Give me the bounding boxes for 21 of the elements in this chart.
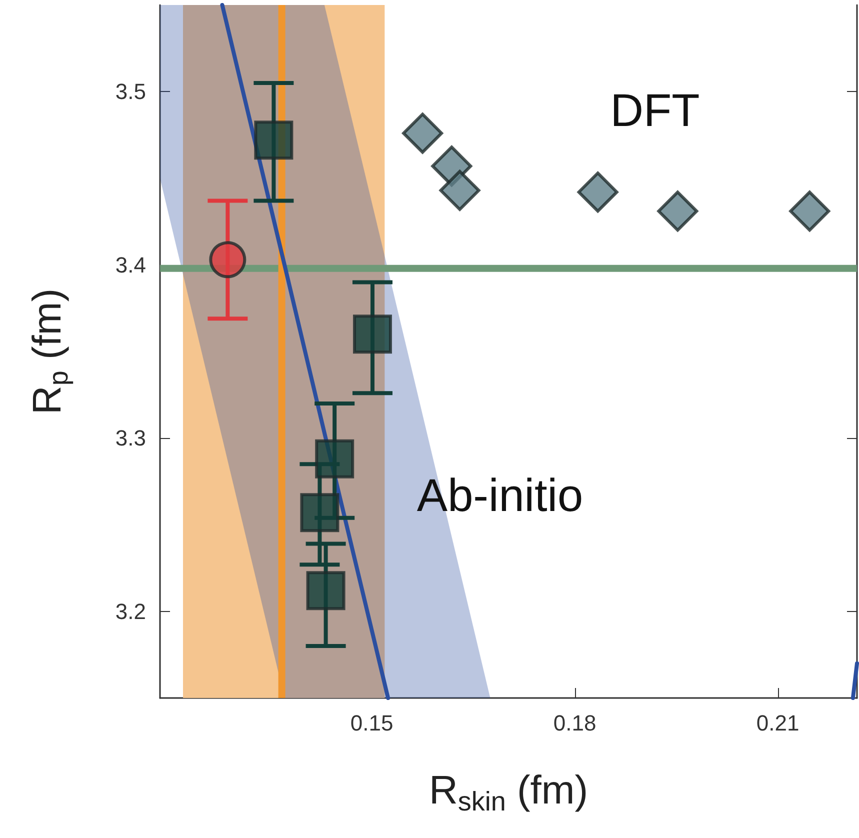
point [352,314,392,354]
y-tick-label: 3.2 [115,598,146,624]
annotation: DFT [610,84,700,136]
point [657,190,698,232]
x-tick-label: 0.15 [350,710,394,736]
y-tick-label: 3.4 [115,252,146,278]
x-tick-label: 0.18 [553,710,596,736]
point [577,172,618,213]
point [300,493,340,532]
point [315,439,354,478]
point [789,190,830,232]
point [209,241,246,278]
x-tick-label: 0.21 [756,710,800,736]
point [439,170,480,211]
point [306,571,346,610]
annotation: Ab-initio [416,469,584,521]
y-tick-label: 3.3 [115,426,146,451]
y-axis-title: Rp (fm) [26,288,74,415]
point [254,120,294,160]
y-tick-label: 3.5 [115,79,146,104]
point [402,112,444,154]
